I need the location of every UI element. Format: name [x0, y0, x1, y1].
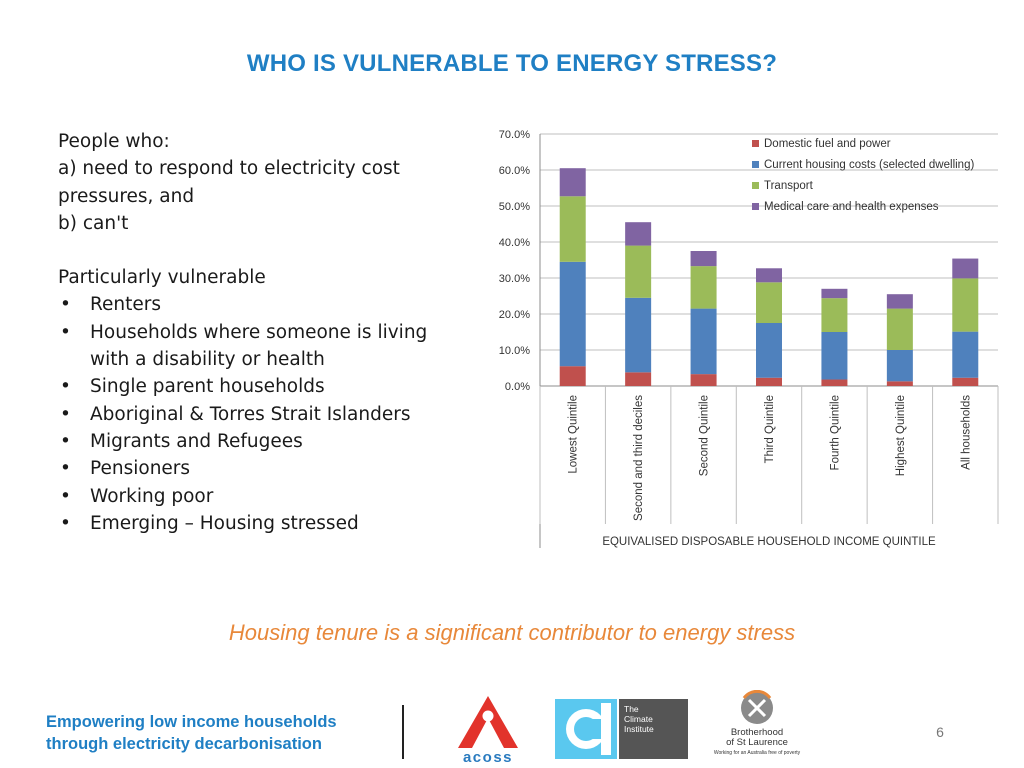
legend-swatch	[752, 182, 759, 189]
intro-line: b) can't	[58, 212, 129, 234]
slide-title: WHO IS VULNERABLE TO ENERGY STRESS?	[246, 50, 778, 77]
y-tick-label: 10.0%	[499, 345, 530, 357]
acoss-triangle-shape	[458, 696, 518, 748]
page-number: 6	[936, 724, 944, 740]
bar-segment	[559, 196, 586, 262]
list-item: Migrants and Refugees	[58, 428, 448, 456]
legend-swatch	[752, 203, 759, 210]
climate-logo-text: Institute	[624, 724, 654, 734]
bar-segment	[625, 297, 652, 373]
legend-swatch	[752, 161, 759, 168]
y-tick-label: 70.0%	[499, 129, 530, 141]
x-tick-label: Lowest Quintile	[568, 395, 580, 474]
list-item: Households where someone is living with …	[58, 319, 448, 374]
x-tick-label: Third Quintile	[764, 395, 776, 463]
bar-segment	[886, 308, 913, 350]
bar-segment	[886, 381, 913, 386]
y-tick-label: 0.0%	[505, 381, 530, 393]
legend-label: Medical care and health expenses	[764, 201, 939, 213]
bar-segment	[821, 298, 848, 332]
bsl-name: Brotherhood	[731, 727, 783, 738]
acoss-person-body	[478, 728, 498, 744]
bar-segment	[756, 377, 782, 386]
climate-institute-logo: The Climate Institute	[555, 699, 688, 759]
chart-svg: 0.0% 10.0% 20.0% 30.0% 40.0% 50.0% 60.0% 70.0% L…	[499, 129, 999, 548]
legend-label: Transport	[764, 180, 814, 192]
bar-segment	[559, 366, 586, 386]
bar-segment	[756, 282, 782, 323]
bar-segment	[559, 168, 586, 197]
list-item: Aboriginal & Torres Strait Islanders	[58, 401, 448, 429]
y-tick-label: 30.0%	[499, 273, 530, 285]
y-tick-label: 60.0%	[499, 165, 530, 177]
bsl-sun-arc-icon	[742, 690, 772, 699]
bar-segment	[821, 379, 848, 386]
list-item: Working poor	[58, 483, 448, 511]
brotherhood-logo: Brotherhood of St Laurence Working for a…	[714, 690, 801, 756]
bar-segment	[952, 278, 979, 332]
legend-label: Domestic fuel and power	[764, 138, 891, 150]
bar-segment	[690, 251, 717, 267]
vulnerable-heading: Particularly vulnerable	[58, 267, 266, 289]
intro-line: a) need to respond to electricity cost	[58, 158, 400, 180]
legend-swatch	[752, 140, 759, 147]
bar-segment	[952, 258, 979, 279]
legend-label: Current housing costs (selected dwelling…	[764, 159, 974, 171]
bar-segment	[952, 377, 979, 386]
bsl-name: of St Laurence	[726, 737, 788, 748]
climate-logo-gap	[588, 719, 604, 739]
vulnerable-groups-list: Renters Households where someone is livi…	[58, 291, 448, 537]
x-axis-title: EQUIVALISED DISPOSABLE HOUSEHOLD INCOME …	[602, 536, 936, 548]
bar-segment	[821, 332, 848, 380]
acoss-logo: acoss	[458, 696, 518, 764]
x-tick-label: All households	[960, 395, 972, 470]
footer-divider	[402, 705, 404, 759]
bar-segment	[690, 374, 717, 386]
footer-line: Empowering low income households	[46, 713, 337, 731]
bar-segment	[756, 323, 782, 378]
list-item: Emerging – Housing stressed	[58, 510, 448, 538]
climate-logo-text: Climate	[624, 714, 653, 724]
x-tick-label: Second and third deciles	[633, 395, 645, 521]
bar-segment	[625, 222, 652, 246]
bar-segment	[886, 350, 913, 382]
list-item: Pensioners	[58, 455, 448, 483]
x-tick-label: Second Quintile	[699, 395, 711, 476]
intro-line: pressures, and	[58, 185, 195, 207]
y-tick-label: 20.0%	[499, 309, 530, 321]
bsl-tagline: Working for an Australia free of poverty	[714, 750, 801, 756]
bar-segment	[952, 331, 979, 378]
intro-line: People who:	[58, 131, 170, 152]
bar-segment	[625, 245, 652, 298]
footer-line: through electricity decarbonisation	[46, 735, 322, 753]
bar-segment	[690, 308, 717, 375]
list-item: Renters	[58, 291, 448, 319]
list-item: Single parent households	[58, 373, 448, 401]
bar-segment	[886, 294, 913, 309]
bar-segment	[690, 266, 717, 309]
x-tick-label: Fourth Quintile	[829, 395, 841, 470]
tagline: Housing tenure is a significant contribu…	[228, 620, 796, 645]
bsl-cross-icon	[747, 698, 767, 718]
bar-segment	[559, 261, 586, 367]
climate-logo-textbox	[619, 699, 688, 759]
y-tick-label: 50.0%	[499, 201, 530, 213]
bar-segment	[625, 372, 652, 386]
acoss-person-head	[482, 710, 494, 722]
footer-title: Empowering low income households through…	[46, 711, 406, 755]
vulnerability-text: People who: a) need to respond to electr…	[58, 128, 448, 537]
bar-segment	[821, 288, 848, 299]
climate-logo-text: The	[624, 704, 639, 714]
x-tick-label: Highest Quintile	[895, 395, 907, 476]
y-tick-label: 40.0%	[499, 237, 530, 249]
energy-stress-chart: 0.0% 10.0% 20.0% 30.0% 40.0% 50.0% 60.0% 70.0% L…	[478, 126, 1008, 556]
climate-logo-bar	[601, 703, 611, 755]
spacer	[58, 237, 448, 264]
acoss-wordmark: acoss	[463, 749, 513, 764]
bar-segment	[756, 268, 782, 283]
